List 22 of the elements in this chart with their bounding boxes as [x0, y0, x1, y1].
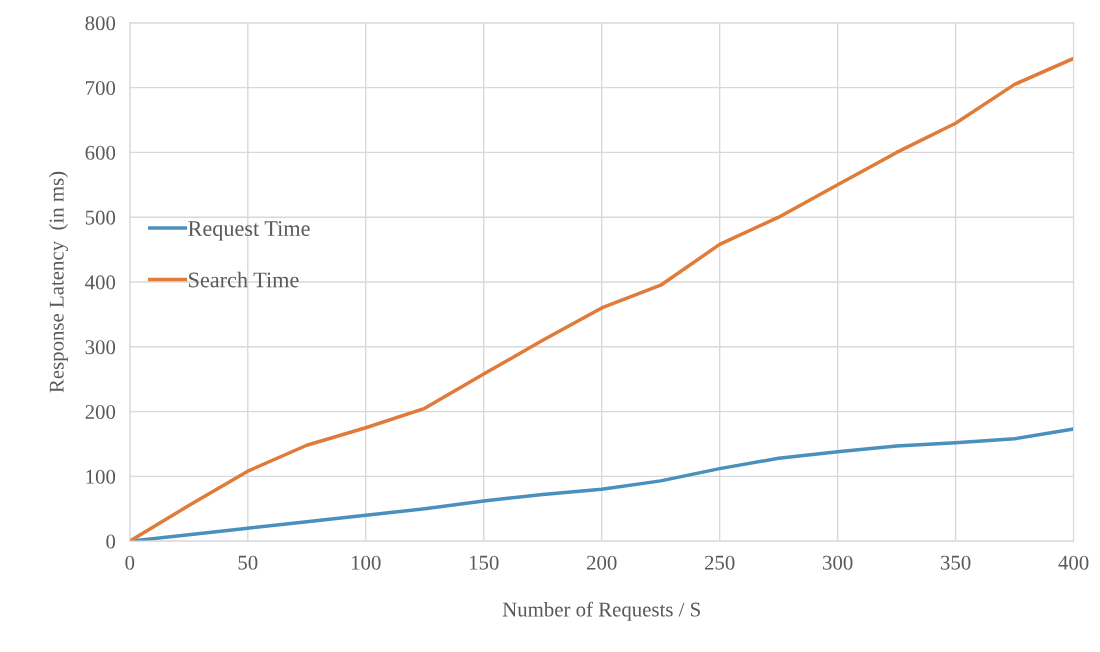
y-tick-label: 600: [85, 145, 116, 160]
x-tick-label: 100: [351, 555, 381, 570]
x-tick-label: 250: [704, 555, 735, 570]
y-tick-label: 100: [86, 469, 116, 484]
y-axis-title: Response Latency (in ms): [49, 171, 68, 393]
y-tick-label: 200: [85, 404, 116, 420]
legend-label: Search Time: [189, 271, 299, 288]
x-tick-label: 50: [238, 555, 258, 570]
y-tick-label: 300: [85, 340, 116, 355]
y-tick-label: 500: [85, 210, 116, 225]
y-tick-label: 800: [85, 16, 116, 31]
x-tick-label: 0: [125, 555, 135, 570]
x-tick-label: 150: [469, 555, 499, 570]
x-tick-label: 350: [941, 555, 971, 570]
x-tick-label: 400: [1058, 555, 1089, 570]
y-tick-label: 0: [106, 534, 116, 549]
x-tick-label: 200: [586, 555, 617, 570]
legend-label: Request Time: [188, 221, 310, 241]
y-tick-label: 700: [86, 80, 116, 96]
x-tick-label: 300: [823, 555, 853, 570]
y-tick-label: 400: [85, 275, 116, 290]
x-axis-title: Number of Requests / S: [502, 601, 700, 621]
